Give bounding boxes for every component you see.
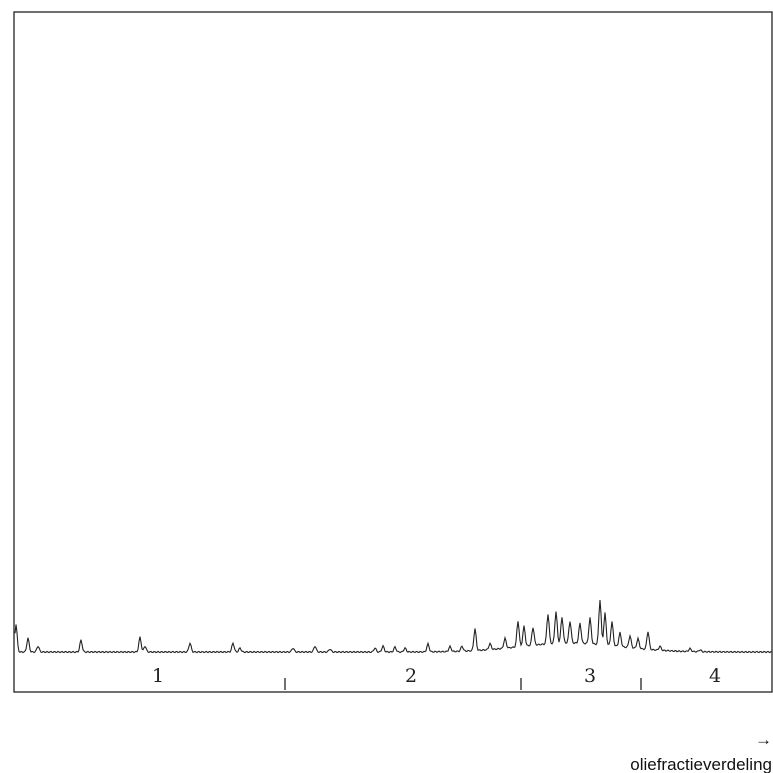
region-label: 4 xyxy=(709,665,721,687)
region-label: 2 xyxy=(405,665,417,687)
region-label: 3 xyxy=(584,665,596,687)
trace xyxy=(14,599,772,654)
axis-label: oliefractieverdeling xyxy=(630,755,772,773)
axis-arrow: → xyxy=(755,730,772,749)
region-dividers xyxy=(284,678,642,690)
region-label: 1 xyxy=(152,665,164,687)
frame xyxy=(13,11,773,693)
